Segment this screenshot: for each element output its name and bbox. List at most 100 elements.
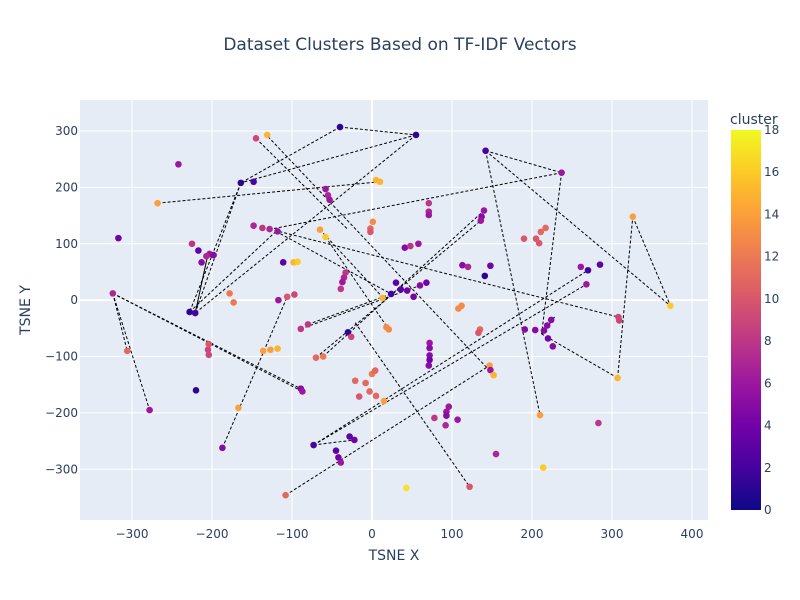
data-point[interactable] — [372, 392, 380, 400]
data-point[interactable] — [536, 411, 544, 419]
data-point[interactable] — [577, 263, 585, 271]
data-point[interactable] — [416, 282, 424, 289]
data-point[interactable] — [337, 285, 345, 293]
data-point[interactable] — [299, 388, 306, 395]
data-point[interactable] — [235, 404, 242, 412]
data-point[interactable] — [115, 234, 122, 242]
data-point[interactable] — [274, 228, 281, 235]
data-point[interactable] — [237, 179, 245, 187]
data-point[interactable] — [415, 240, 422, 248]
data-point[interactable] — [397, 286, 405, 293]
data-point[interactable] — [316, 226, 324, 233]
data-point[interactable] — [458, 302, 465, 310]
data-point[interactable] — [339, 278, 346, 286]
data-point[interactable] — [531, 326, 539, 334]
data-point[interactable] — [109, 290, 117, 297]
data-point[interactable] — [583, 281, 590, 288]
data-point[interactable] — [192, 387, 200, 394]
data-point[interactable] — [191, 309, 199, 317]
data-point[interactable] — [259, 347, 267, 355]
data-point[interactable] — [540, 327, 548, 334]
data-point[interactable] — [410, 293, 417, 301]
data-point[interactable] — [487, 262, 494, 270]
data-point[interactable] — [283, 293, 291, 301]
data-point[interactable] — [342, 269, 349, 276]
data-point[interactable] — [336, 123, 344, 131]
data-point[interactable] — [454, 416, 461, 423]
data-point[interactable] — [346, 433, 353, 440]
data-point[interactable] — [146, 406, 153, 414]
data-point[interactable] — [210, 251, 217, 259]
data-point[interactable] — [230, 299, 237, 306]
data-point[interactable] — [477, 217, 485, 224]
data-point[interactable] — [322, 185, 329, 193]
data-point[interactable] — [480, 207, 488, 214]
data-point[interactable] — [614, 374, 621, 382]
data-point[interactable] — [542, 224, 549, 232]
data-point[interactable] — [492, 450, 500, 458]
data-point[interactable] — [544, 335, 552, 342]
data-point[interactable] — [459, 261, 466, 269]
data-point[interactable] — [204, 346, 212, 354]
data-point[interactable] — [351, 377, 359, 385]
data-point[interactable] — [387, 290, 395, 298]
data-point[interactable] — [403, 287, 411, 294]
data-point[interactable] — [487, 366, 494, 374]
data-point[interactable] — [596, 261, 604, 268]
data-point[interactable] — [362, 379, 369, 387]
data-point[interactable] — [198, 259, 205, 266]
data-point[interactable] — [407, 242, 414, 250]
data-point[interactable] — [482, 147, 489, 155]
data-point[interactable] — [195, 247, 202, 254]
data-point[interactable] — [615, 317, 623, 324]
data-point[interactable] — [282, 491, 289, 499]
data-point[interactable] — [379, 294, 386, 302]
data-point[interactable] — [539, 464, 547, 471]
data-point[interactable] — [401, 244, 409, 252]
data-point[interactable] — [442, 421, 449, 429]
data-point[interactable] — [205, 340, 213, 348]
data-point[interactable] — [423, 279, 430, 286]
data-point[interactable] — [259, 224, 266, 232]
data-point[interactable] — [667, 302, 674, 310]
data-point[interactable] — [367, 228, 374, 236]
data-point[interactable] — [369, 218, 377, 226]
data-point[interactable] — [535, 239, 543, 247]
data-point[interactable] — [425, 211, 433, 219]
data-point[interactable] — [520, 235, 528, 242]
data-point[interactable] — [205, 351, 213, 359]
data-point[interactable] — [304, 321, 312, 328]
data-point[interactable] — [266, 225, 273, 233]
data-point[interactable] — [291, 291, 298, 298]
data-point[interactable] — [297, 325, 305, 333]
data-point[interactable] — [481, 272, 489, 280]
data-point[interactable] — [267, 346, 274, 354]
data-point[interactable] — [464, 263, 472, 271]
data-point[interactable] — [431, 414, 438, 422]
data-point[interactable] — [226, 290, 233, 297]
data-point[interactable] — [250, 222, 257, 230]
data-point[interactable] — [371, 367, 379, 374]
data-point[interactable] — [426, 356, 433, 364]
data-point[interactable] — [466, 483, 473, 491]
data-point[interactable] — [123, 347, 131, 355]
data-point[interactable] — [275, 296, 282, 304]
data-point[interactable] — [175, 160, 182, 168]
data-point[interactable] — [558, 169, 565, 177]
data-point[interactable] — [547, 316, 555, 324]
data-point[interactable] — [250, 178, 257, 186]
data-point[interactable] — [279, 259, 287, 266]
data-point[interactable] — [445, 403, 453, 410]
data-point[interactable] — [154, 199, 161, 207]
data-point[interactable] — [475, 329, 482, 337]
data-point[interactable] — [219, 444, 226, 452]
data-point[interactable] — [312, 354, 320, 361]
data-point[interactable] — [376, 178, 384, 186]
data-point[interactable] — [595, 419, 602, 427]
data-point[interactable] — [385, 326, 393, 333]
data-point[interactable] — [549, 343, 557, 350]
data-point[interactable] — [403, 484, 410, 492]
data-point[interactable] — [332, 447, 340, 454]
data-point[interactable] — [326, 196, 333, 204]
data-point[interactable] — [380, 397, 388, 405]
